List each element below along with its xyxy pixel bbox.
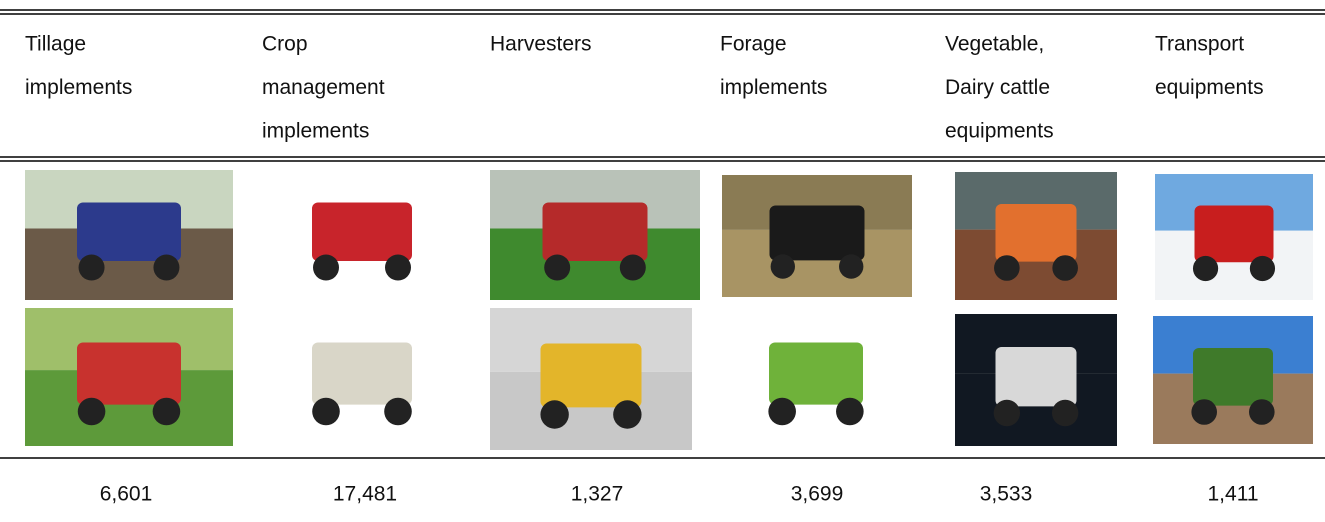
quantity: 3,533 xyxy=(980,483,1033,506)
machine-photo xyxy=(25,308,233,446)
quantity: 6,601 xyxy=(100,483,153,506)
photo-wheel xyxy=(544,255,570,281)
column-header: Tillage xyxy=(25,33,86,56)
photo-wheel xyxy=(78,398,106,426)
photo-wheel xyxy=(1193,256,1218,281)
column-header: equipments xyxy=(1155,76,1264,99)
photo-wheel xyxy=(312,398,340,426)
column-header: Dairy cattle xyxy=(945,76,1050,99)
machine-photo xyxy=(262,308,462,446)
column-header: implements xyxy=(262,120,369,143)
photo-wheel xyxy=(771,254,795,278)
photo-machine xyxy=(769,343,863,405)
photo-machine xyxy=(543,203,648,262)
photo-machine xyxy=(77,203,181,262)
quantity: 3,699 xyxy=(791,483,844,506)
photo-wheel xyxy=(620,255,646,281)
quantity: 1,327 xyxy=(571,483,624,506)
photo-wheel xyxy=(839,254,863,278)
machine-photo xyxy=(25,170,233,300)
column-header: Forage xyxy=(720,33,787,56)
machine-photo xyxy=(1153,316,1313,444)
photo-wheel xyxy=(1191,399,1217,425)
photo-wheel xyxy=(384,398,412,426)
machine-photo xyxy=(955,314,1117,446)
photo-machine xyxy=(312,203,412,262)
photo-wheel xyxy=(1052,255,1078,281)
photo-machine xyxy=(312,343,412,405)
photo-machine xyxy=(1193,348,1273,406)
photo-wheel xyxy=(540,400,568,428)
machine-photo xyxy=(490,170,700,300)
column-header: Crop xyxy=(262,33,308,56)
column-header: Transport xyxy=(1155,33,1244,56)
photo-machine xyxy=(996,204,1077,262)
machine-photo xyxy=(722,175,912,297)
photo-machine xyxy=(770,206,865,261)
quantity: 17,481 xyxy=(333,483,397,506)
quantity: 1,411 xyxy=(1208,483,1259,506)
machine-photo xyxy=(1155,174,1313,300)
photo-wheel xyxy=(994,400,1020,426)
photo-machine xyxy=(77,343,181,405)
column-header: implements xyxy=(720,76,827,99)
photo-machine xyxy=(996,347,1077,406)
column-header: management xyxy=(262,76,385,99)
photo-machine xyxy=(541,344,642,408)
photo-wheel xyxy=(385,255,411,281)
photo-wheel xyxy=(1052,400,1078,426)
photo-wheel xyxy=(613,400,641,428)
table: Tillage implements 6,601 Crop management impl… xyxy=(0,0,1325,522)
photo-wheel xyxy=(153,398,181,426)
column-header: Vegetable, xyxy=(945,33,1044,56)
machine-photo xyxy=(955,172,1117,300)
photo-machine xyxy=(1195,206,1274,263)
photo-wheel xyxy=(1250,256,1275,281)
column-header: implements xyxy=(25,76,132,99)
photo-wheel xyxy=(153,255,179,281)
machine-photo xyxy=(490,308,692,450)
column-header: equipments xyxy=(945,120,1054,143)
page: {"table": { "columns": [ {"header": ["Ti… xyxy=(0,0,1325,522)
machine-photo xyxy=(722,308,910,446)
photo-wheel xyxy=(79,255,105,281)
machine-photo xyxy=(262,170,462,300)
photo-wheel xyxy=(313,255,339,281)
photo-wheel xyxy=(994,255,1020,281)
photo-wheel xyxy=(836,398,864,426)
column-header: Harvesters xyxy=(490,33,592,56)
photo-wheel xyxy=(1249,399,1275,425)
photo-wheel xyxy=(768,398,796,426)
